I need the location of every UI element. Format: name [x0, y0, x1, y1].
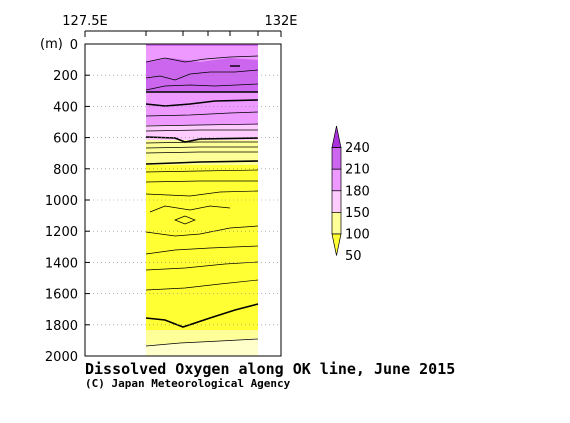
- band-fill-upper-pale: [146, 46, 258, 62]
- colorbar-top-triangle: [331, 125, 342, 148]
- colorbar-bottom-triangle: [331, 233, 342, 256]
- colorbar-label: 100: [345, 228, 370, 243]
- contour-line: [145, 123, 259, 127]
- depth-tick-label: 400: [53, 100, 78, 115]
- colorbar-segment: [331, 168, 342, 192]
- contour-line: [145, 303, 259, 328]
- depth-tick-label: 800: [53, 163, 78, 178]
- contour-line: [145, 55, 259, 63]
- top-axis-label-west: 127.5E: [62, 14, 107, 29]
- colorbar-label: 150: [345, 206, 370, 221]
- contour-line: [145, 180, 258, 183]
- contour-line: [145, 169, 259, 173]
- band-fill-150-180: [146, 125, 258, 140]
- contour-lines: [145, 55, 259, 347]
- contour-line: [145, 190, 259, 197]
- chart-title: Dissolved Oxygen along OK line, June 201…: [85, 360, 455, 378]
- contour-line: [145, 129, 258, 132]
- contour-line: [145, 69, 259, 81]
- depth-tick-label: 1800: [45, 319, 78, 334]
- colorbar-segment: [331, 190, 342, 213]
- contour-line: [145, 146, 258, 149]
- depth-tick-label: 2000: [45, 350, 78, 365]
- band-fill-50-100: [146, 165, 258, 330]
- colorbar: 240 210 180 150 100 50: [331, 125, 370, 264]
- contour-line: [145, 338, 259, 347]
- colorbar-label: 50: [345, 249, 362, 264]
- contour-line: [145, 245, 259, 255]
- contour-line: [145, 99, 259, 107]
- colorbar-label: 240: [345, 141, 370, 156]
- top-axis-label-east: 132E: [264, 14, 297, 29]
- contour-line: [145, 141, 258, 144]
- colorbar-label: 180: [345, 184, 370, 199]
- band-fill-bottom-pale: [146, 338, 258, 356]
- colorbar-segment: [331, 147, 342, 170]
- credit-text: (C) Japan Meteorological Agency: [85, 377, 291, 390]
- depth-tick-label: 1400: [45, 256, 78, 271]
- colorbar-label: 210: [345, 163, 370, 178]
- grid-lines: [85, 74, 281, 326]
- depth-tick-label: 0: [70, 38, 78, 53]
- top-axis: 127.5E 132E: [62, 14, 298, 37]
- band-fill-180-210: [146, 92, 258, 125]
- colorbar-segment: [331, 212, 342, 235]
- contour-line: [145, 83, 259, 91]
- contour-line: [149, 205, 231, 213]
- contour-line: [145, 160, 259, 165]
- contour-line: [145, 111, 259, 117]
- depth-tick-label: 1600: [45, 288, 78, 303]
- contour-line: [145, 151, 258, 154]
- contour-line: [174, 215, 196, 225]
- depth-tick-label: 1000: [45, 194, 78, 209]
- contour-line: [145, 261, 259, 271]
- depth-tick-label: 200: [53, 69, 78, 84]
- depth-axis: 0 200 400 600 800 1000 1200 1400 1600 1800 2000: [45, 38, 90, 365]
- depth-tick-label: 600: [53, 132, 78, 147]
- contour-line: [145, 225, 259, 237]
- contour-line: [145, 279, 259, 291]
- section-fill: [146, 44, 258, 356]
- depth-tick-label: 1200: [45, 225, 78, 240]
- depth-axis-unit-label: (m): [40, 37, 63, 52]
